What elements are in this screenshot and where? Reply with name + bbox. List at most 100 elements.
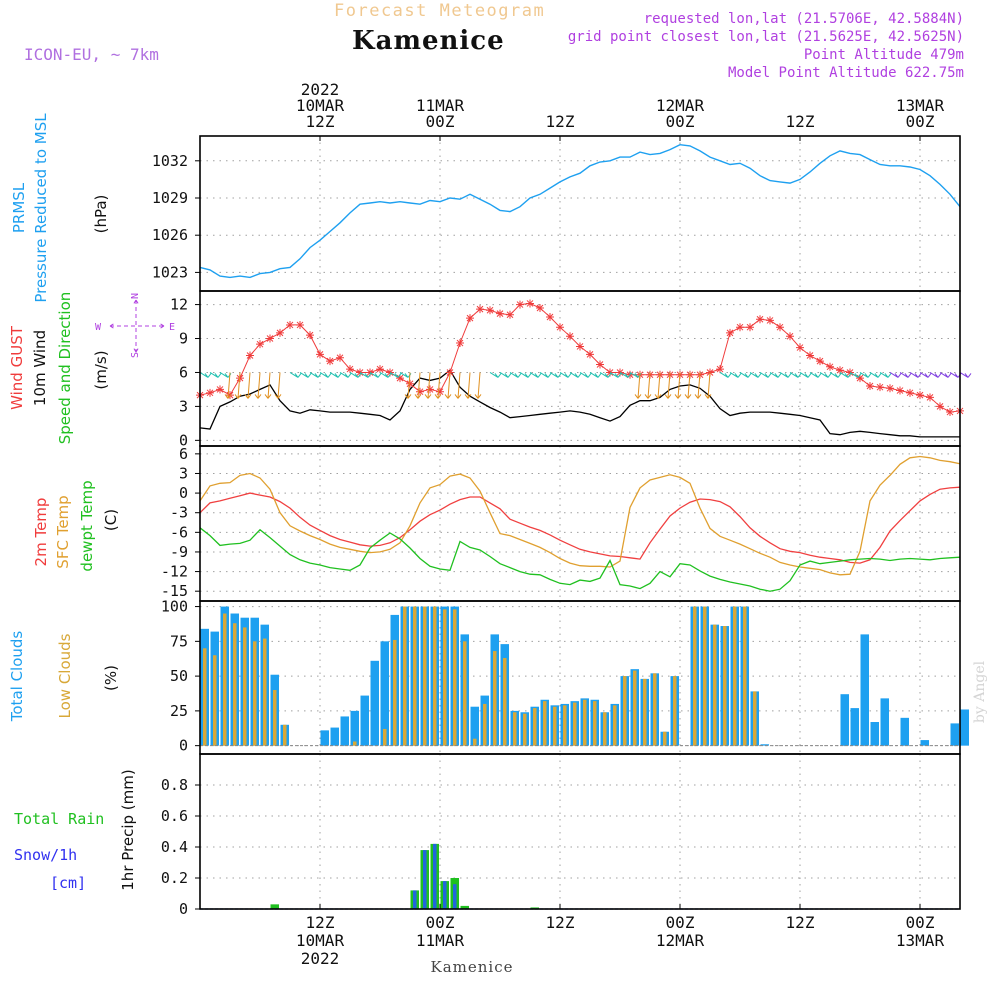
- meteogram-chart: 1023102610291032036912630-3-6-9-12-15025…: [0, 0, 1000, 1000]
- gust-marker: [416, 388, 424, 396]
- top-time-label: 00Z: [906, 112, 935, 131]
- wind-direction-arrow: [540, 372, 551, 377]
- low-cloud-bar: [553, 707, 557, 746]
- wind-direction-arrow: [760, 372, 771, 377]
- wind-direction-arrow: [200, 372, 211, 377]
- wind-direction-arrow: [730, 372, 741, 377]
- bottom-time-label: 11MAR: [416, 931, 465, 950]
- gust-marker: [406, 380, 414, 388]
- wind-direction-arrow: [340, 372, 351, 377]
- total-cloud-bar: [331, 728, 340, 746]
- gust-marker: [436, 388, 444, 396]
- wind-ytick-label: 9: [179, 330, 188, 348]
- wind-ytick-label: 3: [179, 397, 188, 415]
- total-cloud-bar: [351, 711, 360, 746]
- wind-direction-arrow: [580, 372, 591, 377]
- temp-ytick-label: 6: [179, 445, 188, 463]
- wind-direction-arrow: [530, 372, 541, 377]
- low-cloud-bar: [413, 607, 417, 746]
- low-cloud-bar: [623, 676, 627, 746]
- wind-direction-arrow: [770, 372, 781, 377]
- snow-bar: [443, 881, 447, 909]
- total-cloud-bar: [961, 709, 970, 745]
- gust-marker: [726, 329, 734, 337]
- low-cloud-bar: [743, 607, 747, 746]
- wind-direction-arrow: [705, 372, 711, 398]
- clouds-ytick-label: 0: [179, 737, 188, 755]
- gust-marker: [556, 323, 564, 331]
- bottom-time-label: 00Z: [666, 913, 695, 932]
- low-cloud-bar: [253, 641, 257, 745]
- clouds-ytick-label: 100: [161, 598, 188, 616]
- wind-direction-arrow: [780, 372, 791, 377]
- gust-marker: [246, 351, 254, 359]
- compass-east: E: [169, 322, 175, 333]
- low-cloud-bar: [453, 609, 457, 745]
- gust-marker: [896, 387, 904, 395]
- wind-direction-arrow: [520, 372, 531, 377]
- wind-direction-arrow: [210, 372, 221, 377]
- wind-direction-arrow: [490, 372, 501, 377]
- wind-direction-arrow: [500, 372, 511, 377]
- gust-marker: [466, 314, 474, 322]
- wind-direction-arrow: [880, 372, 891, 377]
- gust-marker: [376, 365, 384, 373]
- wind-direction-arrow: [870, 372, 881, 377]
- gust-marker: [516, 301, 524, 309]
- low-cloud-bar: [673, 676, 677, 746]
- wind-direction-arrow: [310, 372, 321, 377]
- gridpoint-coords: grid point closest lon,lat (21.5625E, 42…: [568, 29, 964, 45]
- low-cloud-bar: [543, 701, 547, 746]
- pressure-frame: [200, 136, 960, 291]
- gust-marker: [886, 384, 894, 392]
- pressure-label-line1: PRMSL: [10, 182, 28, 233]
- point-altitude: Point Altitude 479m: [804, 47, 964, 63]
- low-cloud-bar: [213, 655, 217, 745]
- wind-direction-arrow: [570, 372, 581, 377]
- wind-direction-arrow: [455, 372, 461, 398]
- dewpt-label: dewpt Temp: [78, 480, 96, 571]
- wind10m-label: 10m Wind: [31, 330, 49, 406]
- wind-direction-label: Speed and Direction: [56, 292, 74, 445]
- gust-marker: [336, 354, 344, 362]
- compass-north: N: [130, 293, 141, 299]
- gust-marker: [916, 391, 924, 399]
- low-cloud-bar: [243, 627, 247, 745]
- temp2m-label: 2m Temp: [32, 498, 50, 567]
- gust-marker: [946, 408, 954, 416]
- gust-marker: [926, 393, 934, 401]
- low-clouds-label: Low Clouds: [56, 633, 74, 718]
- low-cloud-bar: [583, 700, 587, 746]
- clouds-ytick-label: 25: [170, 702, 188, 720]
- mark-layer: [196, 145, 971, 909]
- gust-marker: [716, 365, 724, 373]
- grid-layer: [200, 136, 960, 909]
- bottom-time-label: 10MAR: [296, 931, 345, 950]
- gust-marker: [746, 323, 754, 331]
- wind-direction-arrow: [370, 372, 381, 377]
- pressure-ytick-label: 1023: [152, 263, 188, 281]
- temp-unit: (C): [102, 509, 120, 531]
- low-cloud-bar: [503, 658, 507, 746]
- wind-direction-arrow: [910, 372, 921, 377]
- bottom-time-label: 13MAR: [896, 931, 945, 950]
- gust-marker: [736, 323, 744, 331]
- low-cloud-bar: [713, 625, 717, 746]
- wind-ytick-label: 6: [179, 363, 188, 381]
- gust-marker: [536, 304, 544, 312]
- wind-direction-arrow: [850, 372, 861, 377]
- gust-marker: [316, 350, 324, 358]
- low-cloud-bar: [443, 609, 447, 745]
- bottom-time-label: 00Z: [906, 913, 935, 932]
- total-cloud-bar: [871, 722, 880, 746]
- total-cloud-bar: [341, 716, 350, 745]
- low-cloud-bar: [563, 705, 567, 745]
- gust-marker: [806, 351, 814, 359]
- low-cloud-bar: [633, 671, 637, 746]
- temp-frame: [200, 446, 960, 601]
- wind-direction-arrow: [810, 372, 821, 377]
- total-cloud-bar: [951, 723, 960, 745]
- wind-direction-arrow: [820, 372, 831, 377]
- pressure-ytick-label: 1026: [152, 226, 188, 244]
- gust-marker: [826, 363, 834, 371]
